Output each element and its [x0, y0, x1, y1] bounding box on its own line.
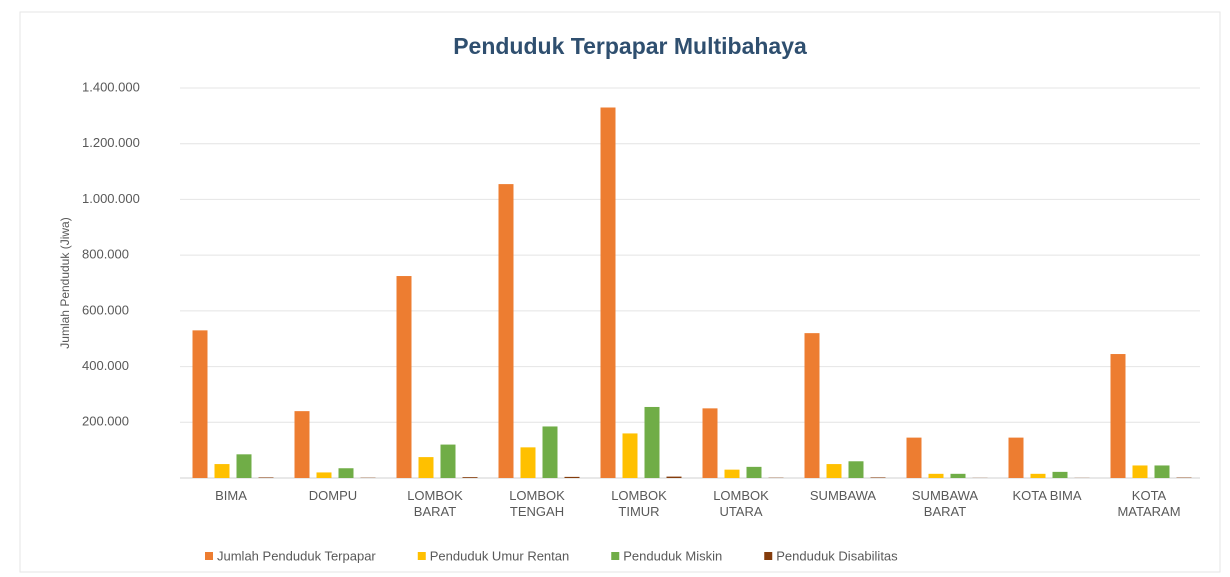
bar — [906, 437, 922, 478]
y-tick-label: 400.000 — [82, 358, 129, 373]
bar — [666, 476, 682, 478]
bar — [542, 426, 558, 478]
legend-swatch — [417, 552, 426, 560]
bar — [1030, 473, 1046, 478]
x-tick-label: LOMBOK TIMUR — [611, 488, 667, 519]
y-axis-label: Jumlah Penduduk (Jiwa) — [58, 217, 72, 348]
legend-label: Jumlah Penduduk Terpapar — [217, 548, 376, 563]
bar — [418, 457, 434, 478]
legend-label: Penduduk Disabilitas — [776, 548, 898, 563]
legend-swatch — [205, 552, 213, 560]
bar — [1008, 437, 1024, 478]
bar — [192, 330, 208, 478]
bar — [396, 276, 412, 478]
chart-border — [19, 11, 1221, 573]
bar — [564, 476, 580, 478]
bar — [804, 333, 820, 478]
legend-swatch — [611, 552, 620, 560]
bar — [1132, 465, 1148, 478]
bar — [826, 464, 842, 478]
bar — [316, 472, 332, 478]
bar — [600, 107, 616, 478]
bar — [294, 411, 310, 478]
bar — [440, 444, 456, 478]
bar — [870, 477, 886, 478]
x-tick-label: BIMA — [215, 488, 247, 503]
bar — [724, 469, 740, 478]
x-tick-label: SUMBAWA BARAT — [911, 488, 979, 519]
bar — [338, 468, 354, 478]
y-tick-label: 200.000 — [82, 414, 129, 429]
bar — [498, 184, 514, 478]
bar — [214, 464, 230, 478]
legend-label: Penduduk Umur Rentan — [430, 548, 569, 563]
y-tick-label: 1.400.000 — [82, 79, 140, 94]
bar — [1154, 465, 1170, 478]
bar — [1052, 471, 1068, 478]
x-tick-label: KOTA BIMA — [1012, 488, 1082, 503]
y-tick-label: 1.200.000 — [82, 135, 140, 150]
legend-label: Penduduk Miskin — [623, 548, 722, 563]
y-tick-label: 800.000 — [82, 247, 129, 262]
bar — [702, 408, 718, 478]
x-tick-label: KOTA MATARAM — [1117, 488, 1181, 519]
bar — [1110, 354, 1126, 478]
bar — [848, 461, 864, 478]
bar — [644, 406, 660, 478]
chart-title: Penduduk Terpapar Multibahaya — [453, 33, 807, 59]
x-tick-label: SUMBAWA — [809, 488, 877, 503]
bar — [258, 477, 274, 478]
legend-swatch — [764, 552, 773, 560]
bar — [462, 477, 478, 478]
bar — [236, 454, 252, 478]
bar — [928, 473, 944, 478]
bar — [746, 466, 762, 478]
x-tick-label: DOMPU — [308, 488, 358, 503]
bar — [622, 433, 638, 478]
bar — [950, 473, 966, 478]
y-tick-label: 1.000.000 — [82, 191, 140, 206]
bar — [520, 447, 536, 478]
x-tick-label: LOMBOK UTARA — [713, 488, 769, 519]
x-tick-label: LOMBOK BARAT — [407, 488, 463, 519]
y-tick-label: 600.000 — [82, 302, 129, 317]
x-tick-label: LOMBOK TENGAH — [509, 488, 565, 519]
